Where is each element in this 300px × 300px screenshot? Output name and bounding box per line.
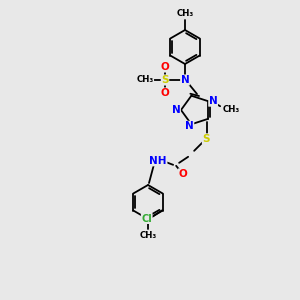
- Text: O: O: [160, 88, 169, 98]
- Text: Cl: Cl: [141, 214, 152, 224]
- Text: CH₃: CH₃: [136, 76, 154, 85]
- Text: N: N: [209, 96, 218, 106]
- Text: N: N: [181, 75, 189, 85]
- Text: S: S: [161, 75, 169, 85]
- Text: CH₃: CH₃: [176, 8, 194, 17]
- Text: O: O: [178, 169, 187, 179]
- Text: N: N: [185, 121, 194, 131]
- Text: S: S: [202, 134, 210, 144]
- Text: NH: NH: [149, 156, 167, 166]
- Text: CH₃: CH₃: [223, 105, 240, 114]
- Text: N: N: [172, 105, 180, 115]
- Text: O: O: [160, 62, 169, 72]
- Text: CH₃: CH₃: [140, 232, 157, 241]
